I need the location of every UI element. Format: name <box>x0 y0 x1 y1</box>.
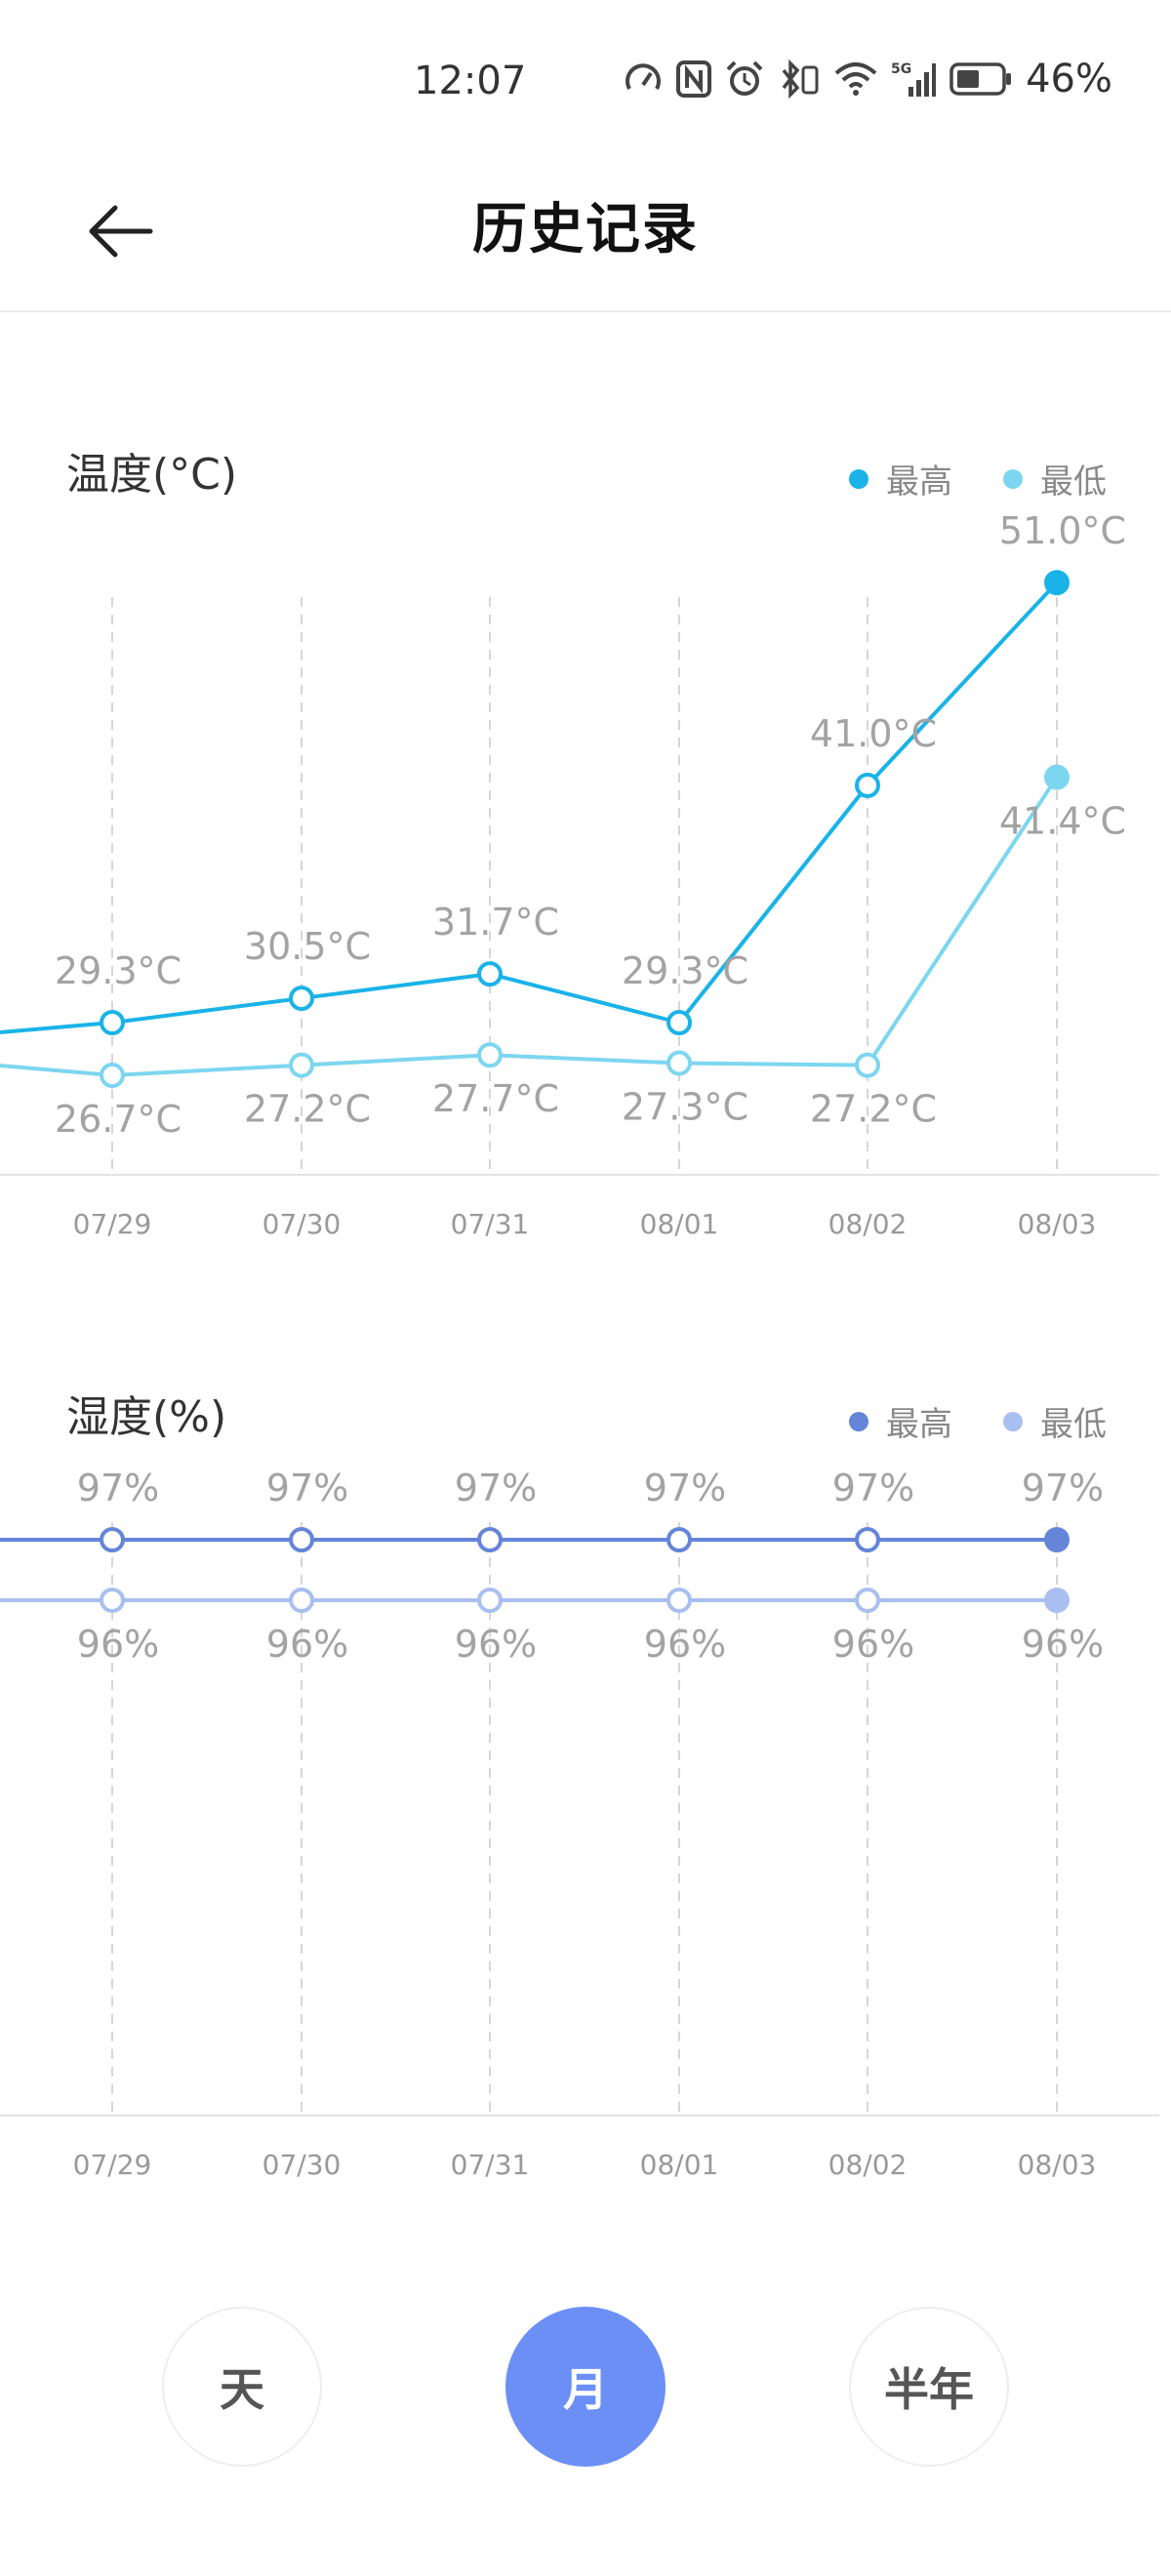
x-tick-label: 08/03 <box>1018 2149 1097 2181</box>
data-point-max <box>1044 570 1070 596</box>
data-point-min <box>477 1042 503 1068</box>
back-button[interactable] <box>76 187 164 275</box>
bluetooth-icon <box>778 60 821 99</box>
data-label-min: 41.4°C <box>999 800 1126 843</box>
data-point-min <box>100 1588 125 1613</box>
legend-label-min: 最低 <box>1040 1405 1107 1444</box>
legend-dot-max <box>849 1411 868 1431</box>
data-point-max <box>289 1527 314 1552</box>
data-point-min <box>1044 1588 1070 1613</box>
legend-label-min: 最低 <box>1040 463 1107 502</box>
x-tick-label: 07/29 <box>73 2149 152 2181</box>
legend-label-max: 最高 <box>886 463 952 502</box>
data-label-min: 96% <box>455 1623 537 1666</box>
data-point-min <box>666 1588 692 1613</box>
data-label-min: 96% <box>832 1623 914 1666</box>
data-label-min: 27.2°C <box>244 1088 371 1131</box>
temperature-chart-title: 温度(°C) <box>66 450 238 500</box>
nfc-icon <box>676 60 712 98</box>
battery-icon <box>949 61 1012 97</box>
battery-percent: 46% <box>1026 57 1112 101</box>
data-label-max: 29.3°C <box>55 949 182 992</box>
data-label-min: 26.7°C <box>55 1098 182 1141</box>
data-point-max <box>666 1010 692 1035</box>
data-point-max <box>477 1527 503 1552</box>
data-label-min: 27.2°C <box>810 1088 937 1131</box>
data-point-min <box>289 1052 314 1078</box>
period-month-button[interactable]: 月 <box>505 2307 666 2467</box>
x-tick-label: 07/30 <box>262 2149 342 2181</box>
data-point-max <box>855 772 880 798</box>
humidity-chart-title: 湿度(%) <box>66 1392 227 1442</box>
period-half-year-button[interactable]: 半年 <box>849 2307 1009 2467</box>
speedometer-icon <box>624 60 663 99</box>
legend-dot-min <box>1003 1411 1023 1431</box>
data-point-min <box>1044 764 1070 790</box>
data-point-min <box>855 1052 880 1078</box>
data-label-min: 96% <box>1022 1623 1104 1666</box>
data-label-min: 96% <box>77 1623 159 1666</box>
data-label-max: 31.7°C <box>432 901 559 944</box>
status-icons: 5G 46% <box>624 57 1112 101</box>
data-point-min <box>289 1588 314 1613</box>
arrow-left-icon <box>89 205 153 258</box>
data-label-max: 97% <box>455 1467 537 1509</box>
x-tick-label: 08/02 <box>828 2149 908 2181</box>
temperature-legend-min: 最低 <box>1003 455 1107 503</box>
temperature-chart: 07/29 07/30 07/31 08/01 08/02 08/03 29.3°C 30.5… <box>0 509 1159 1240</box>
signal-icon: 5G <box>891 60 937 99</box>
x-tick-label: 08/03 <box>1018 1208 1097 1240</box>
data-label-min: 96% <box>266 1623 348 1666</box>
data-point-max <box>100 1010 125 1035</box>
data-point-min <box>855 1588 880 1613</box>
wifi-icon <box>834 61 877 97</box>
humidity-legend-max: 最高 <box>849 1397 952 1445</box>
data-label-max: 30.5°C <box>244 925 371 968</box>
x-tick-label: 07/31 <box>451 1208 530 1240</box>
data-point-min <box>477 1588 503 1613</box>
data-label-max: 97% <box>1022 1467 1104 1509</box>
period-day-button[interactable]: 天 <box>162 2307 322 2467</box>
data-label-max: 51.0°C <box>999 509 1126 552</box>
humidity-legend-min: 最低 <box>1003 1397 1107 1445</box>
data-label-min: 27.7°C <box>432 1077 559 1120</box>
legend-label-max: 最高 <box>886 1405 952 1444</box>
status-time: 12:07 <box>414 59 527 103</box>
temperature-legend: 最高 最低 <box>849 455 1107 503</box>
data-point-max <box>477 961 503 987</box>
x-tick-label: 08/02 <box>828 1208 908 1240</box>
header: 历史记录 <box>0 166 1171 312</box>
x-tick-label: 08/01 <box>640 2149 719 2181</box>
data-point-max <box>289 986 314 1012</box>
data-label-max: 97% <box>77 1467 159 1509</box>
network-type-label: 5G <box>891 61 911 77</box>
data-label-max: 29.3°C <box>622 949 748 992</box>
legend-dot-min <box>1003 468 1023 489</box>
data-label-min: 96% <box>644 1623 726 1666</box>
x-tick-label: 07/31 <box>451 2149 530 2181</box>
x-tick-label: 08/01 <box>640 1208 719 1240</box>
data-point-max <box>855 1527 880 1552</box>
page-title: 历史记录 <box>472 198 699 262</box>
data-label-max: 41.0°C <box>810 712 937 755</box>
x-tick-label: 07/30 <box>262 1208 342 1240</box>
data-point-max <box>1044 1527 1070 1552</box>
temperature-legend-max: 最高 <box>849 455 952 503</box>
data-point-min <box>100 1063 125 1089</box>
data-point-max <box>666 1527 692 1552</box>
humidity-legend: 最高 最低 <box>849 1397 1107 1445</box>
data-point-max <box>100 1527 125 1552</box>
data-label-max: 97% <box>644 1467 726 1509</box>
humidity-chart: 07/29 07/30 07/31 08/01 08/02 08/03 97% 97% 97% 9… <box>0 1467 1159 2181</box>
status-bar: 12:07 5G 46% <box>0 0 1171 166</box>
alarm-icon <box>725 60 764 99</box>
data-label-min: 27.3°C <box>622 1086 748 1129</box>
legend-dot-max <box>849 468 868 489</box>
x-tick-label: 07/29 <box>73 1208 152 1240</box>
data-point-min <box>666 1050 692 1076</box>
data-label-max: 97% <box>266 1467 348 1509</box>
data-label-max: 97% <box>832 1467 914 1509</box>
